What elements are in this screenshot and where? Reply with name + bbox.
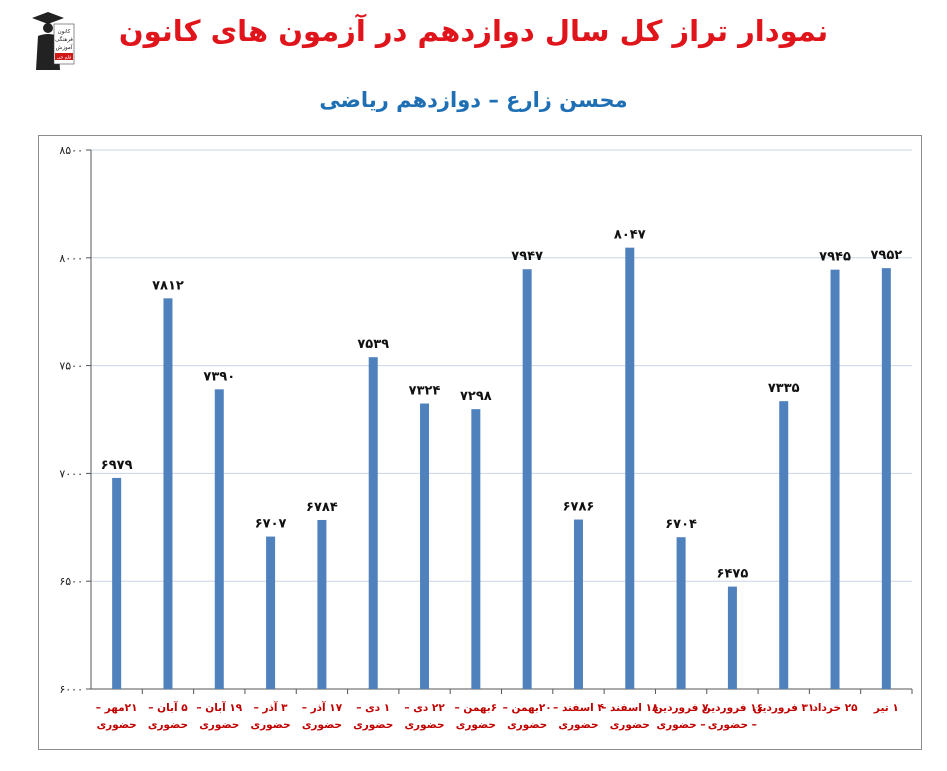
y-tick-label: ۶۰۰۰ xyxy=(59,683,83,696)
data-label: ۸۰۴۷ xyxy=(614,228,646,243)
graduate-logo-icon: کانون فرهنگی آموزش قلم چی xyxy=(32,12,75,70)
x-category-label: ۷ فروردین xyxy=(654,702,709,714)
y-tick-label: ۷۵۰۰ xyxy=(59,360,83,373)
x-category-label: ۲۰بهمن – xyxy=(503,702,552,714)
x-category-label: ۱ تیر xyxy=(873,702,899,714)
bar xyxy=(830,269,840,689)
x-category-label: حضوری xyxy=(456,719,496,731)
bar xyxy=(112,477,122,689)
chart-subtitle: محسن زارع – دوازدهم ریاضی xyxy=(319,88,628,112)
kanoon-logo: کانون فرهنگی آموزش قلم چی xyxy=(28,10,76,78)
bar xyxy=(727,586,737,689)
chart-area: ۶۰۰۰ ۶۵۰۰ ۷۰۰۰ ۷۵۰۰ ۸۰۰۰ ۸۵۰۰ ۶۹۷۹ ۲۱مهر – حضوری… xyxy=(38,135,922,750)
x-category-label: ۱۸ اسفند – xyxy=(601,702,659,714)
bar xyxy=(625,247,635,689)
bar xyxy=(317,519,327,689)
x-category-label: ۵ آبان – xyxy=(148,701,188,714)
x-category-label: حضوری xyxy=(148,719,188,731)
x-category-label: حضوری xyxy=(97,719,137,731)
bar xyxy=(779,401,789,689)
x-category-label: ۱۶ فروردین xyxy=(702,702,763,714)
x-category-label: حضوری xyxy=(302,719,342,731)
x-category-label: حضوری xyxy=(558,719,598,731)
x-category-label: ۲۵ خرداد xyxy=(813,702,859,714)
bar xyxy=(214,389,224,689)
bar xyxy=(471,409,481,689)
x-category-label: ۱۷ آذر – xyxy=(302,701,343,714)
data-label: ۷۹۵۲ xyxy=(870,248,902,263)
x-category-label: ۴ اسفند – xyxy=(553,702,604,714)
x-category-label: ۲۱مهر – xyxy=(96,702,138,714)
y-tick-label: ۷۰۰۰ xyxy=(59,467,83,480)
data-label: ۷۳۲۴ xyxy=(409,384,441,399)
x-category-label: ۱۹ آبان – xyxy=(196,701,242,714)
data-label: ۶۷۰۷ xyxy=(255,517,287,532)
data-label: ۶۷۸۶ xyxy=(563,500,595,515)
data-label: ۷۹۴۷ xyxy=(511,249,543,264)
x-category-label: ۳ آذر – xyxy=(254,701,289,714)
y-tick-label: ۸۰۰۰ xyxy=(59,252,83,265)
bar xyxy=(573,519,583,689)
data-label: ۷۳۹۰ xyxy=(203,369,235,384)
bar xyxy=(881,268,891,689)
chart-title: نمودار تراز کل سال دوازدهم در آزمون های … xyxy=(118,14,829,48)
logo-line-1: کانون xyxy=(58,28,71,35)
data-label: ۶۷۰۴ xyxy=(665,517,697,532)
x-category-label: حضوری xyxy=(610,719,650,731)
data-label: ۶۹۷۹ xyxy=(101,458,133,473)
y-tick-label: ۶۵۰۰ xyxy=(59,575,83,588)
logo-line-3: آموزش xyxy=(56,44,73,51)
x-category-label: – حضوری xyxy=(657,719,706,731)
x-category-label: ۱ دی – xyxy=(356,702,390,714)
data-label: ۷۳۳۵ xyxy=(768,381,800,396)
bar xyxy=(420,403,430,689)
x-category-label: حضوری xyxy=(251,719,291,731)
bar xyxy=(676,537,686,689)
x-category-label: حضوری xyxy=(507,719,547,731)
bar xyxy=(163,298,173,689)
x-category-label: ۲۲ دی – xyxy=(404,702,445,714)
data-label: ۷۹۴۵ xyxy=(819,250,851,265)
data-label: ۷۵۳۹ xyxy=(357,337,389,352)
data-label: ۶۴۷۵ xyxy=(717,567,749,582)
y-tick-label: ۸۵۰۰ xyxy=(59,144,83,157)
data-label: ۷۲۹۸ xyxy=(460,389,492,404)
logo-line-2: فرهنگی xyxy=(55,36,73,43)
x-category-label: حضوری xyxy=(404,719,444,731)
bar xyxy=(522,269,532,689)
bar xyxy=(368,357,378,689)
x-category-label: ۶بهمن – xyxy=(454,702,497,714)
bar-chart: ۶۰۰۰ ۶۵۰۰ ۷۰۰۰ ۷۵۰۰ ۸۰۰۰ ۸۵۰۰ ۶۹۷۹ ۲۱مهر – حضوری… xyxy=(59,144,913,731)
x-category-label: حضوری xyxy=(199,719,239,731)
logo-badge: قلم چی xyxy=(57,56,72,61)
data-label: ۷۸۱۲ xyxy=(152,278,184,293)
data-label: ۶۷۸۴ xyxy=(306,500,338,515)
x-category-label: حضوری xyxy=(353,719,393,731)
x-category-label: – حضوری xyxy=(708,719,757,731)
bar xyxy=(266,536,276,689)
x-category-label: ۳۱ فروردین xyxy=(753,702,814,714)
